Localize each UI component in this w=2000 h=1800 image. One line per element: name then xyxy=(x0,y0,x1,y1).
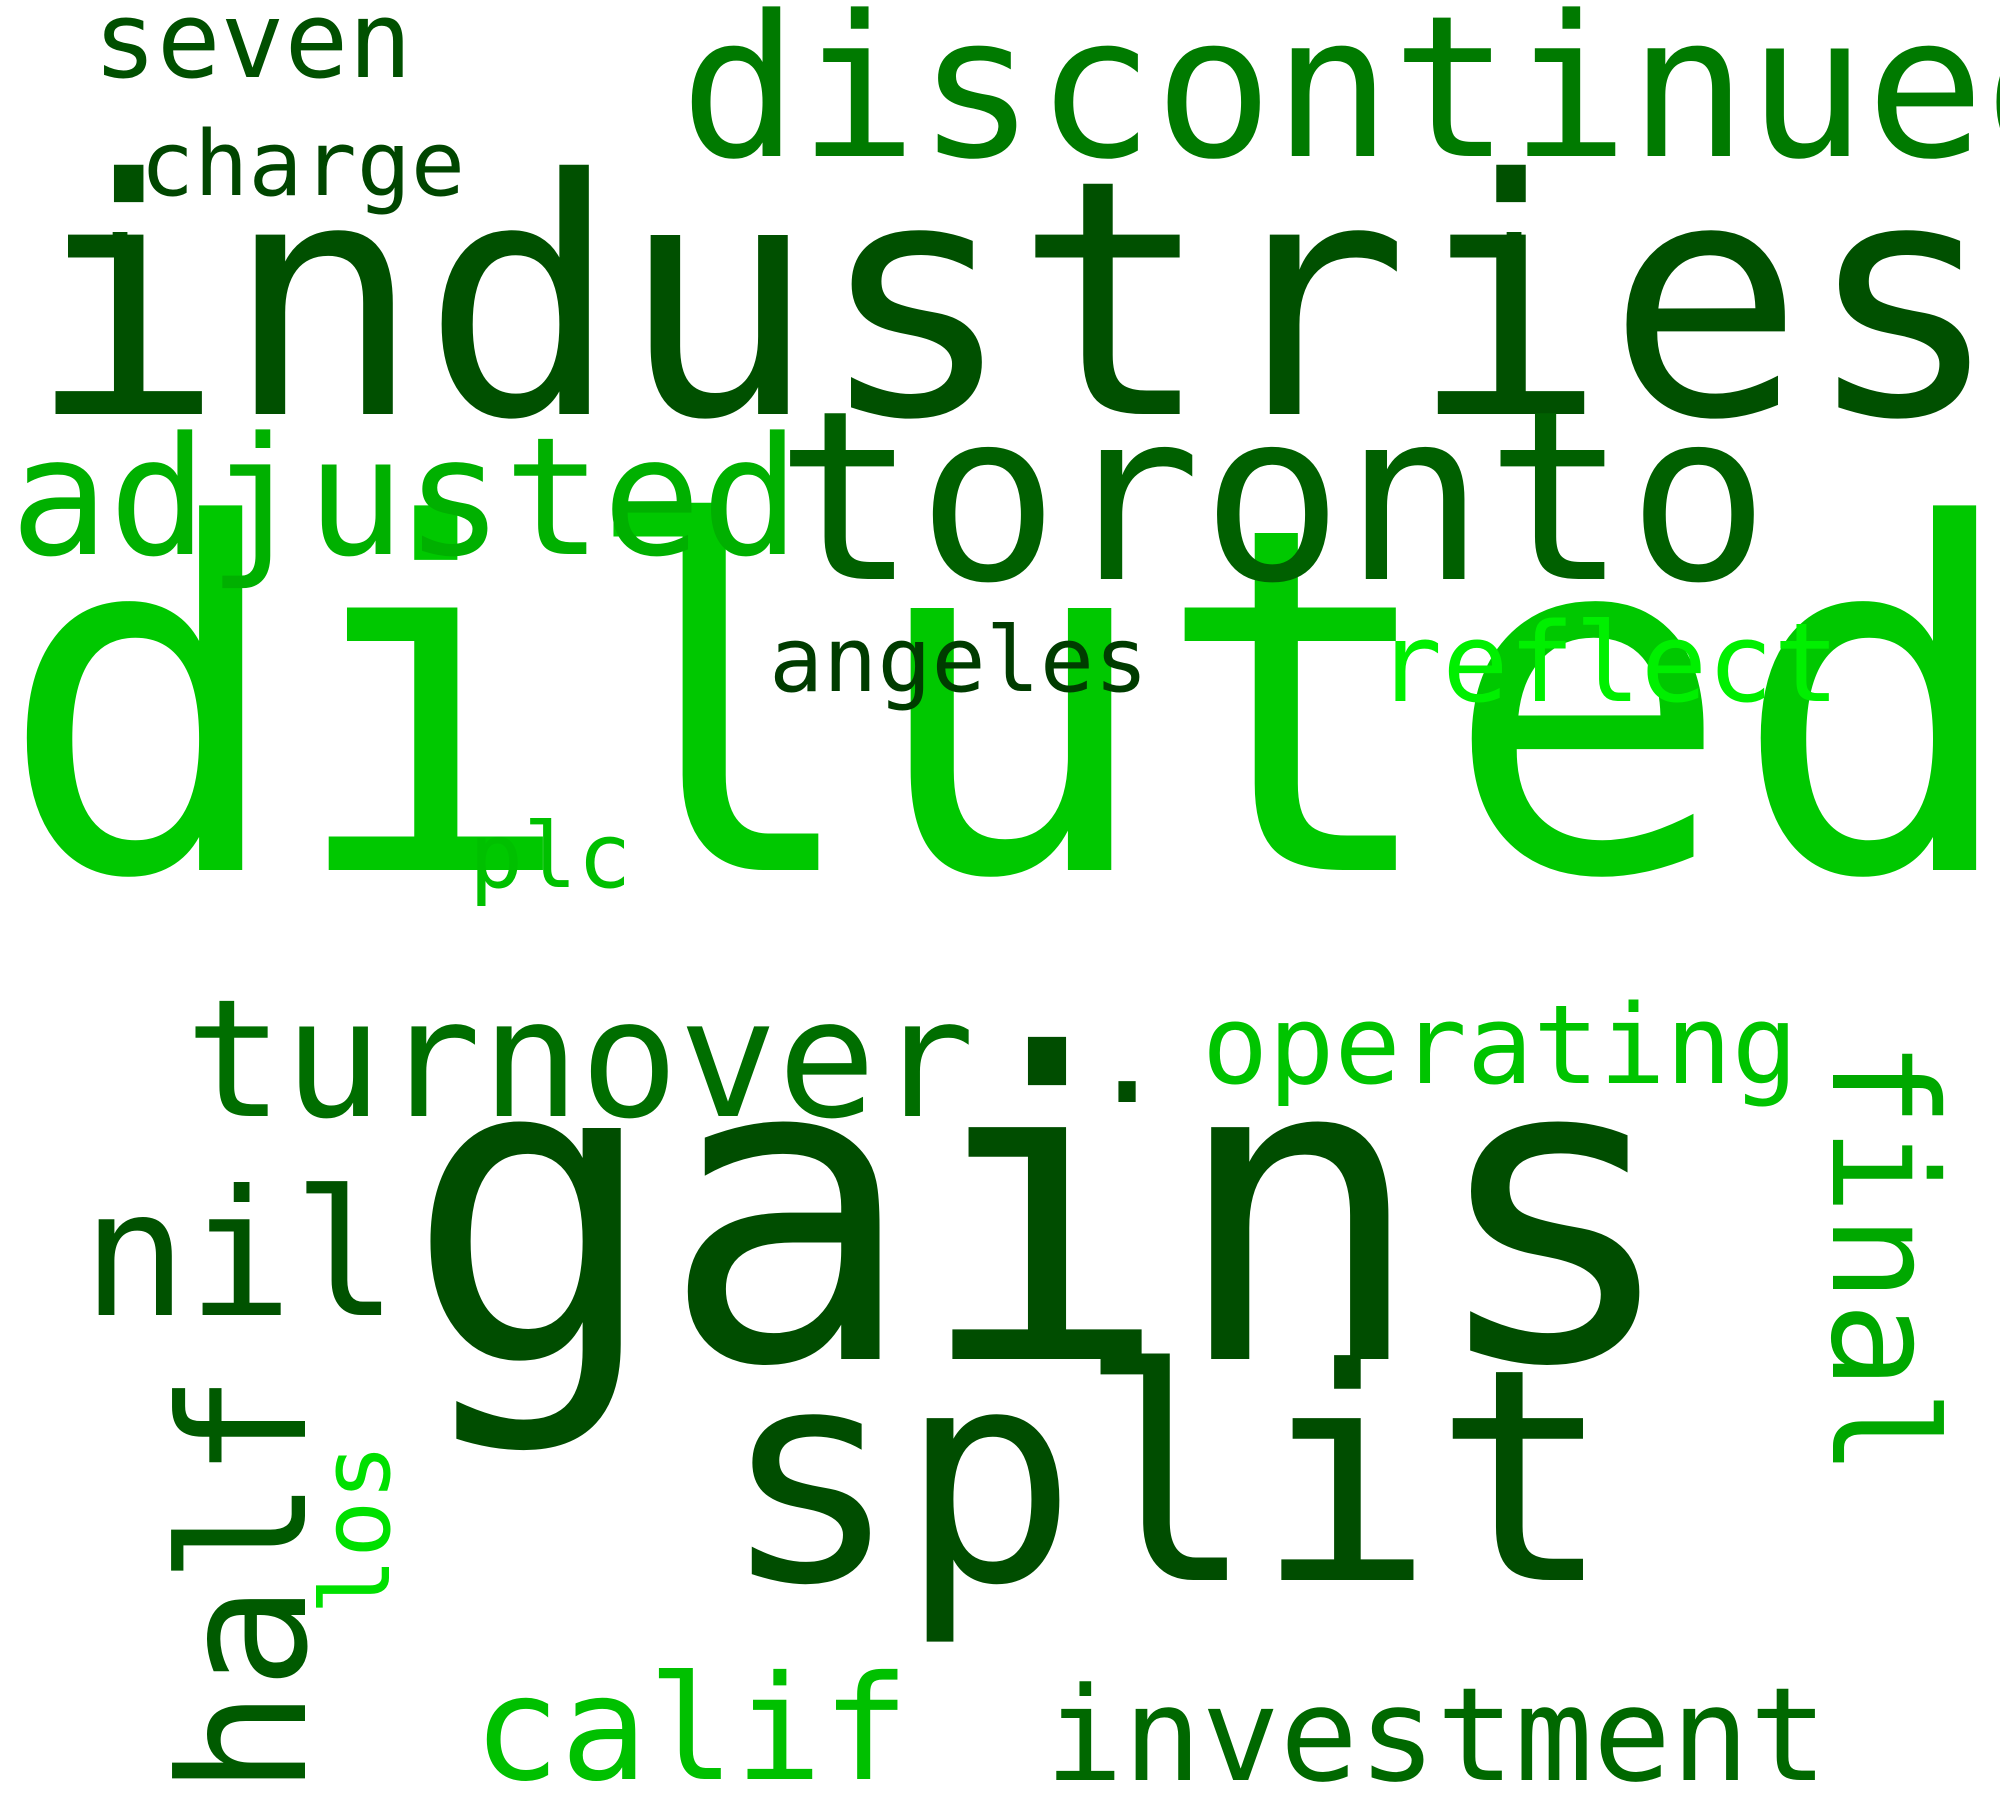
word-los: los xyxy=(302,1443,412,1615)
word-angeles: angeles xyxy=(769,608,1149,713)
word-diluted: diluted xyxy=(0,425,2000,984)
word-discontinued: discontinued xyxy=(680,0,2000,203)
word-dot-1: . xyxy=(84,140,157,279)
word-adjusted: adjusted xyxy=(10,402,800,593)
word-toronto: toronto xyxy=(775,360,1770,635)
word-gains: gains xyxy=(405,965,1682,1459)
word-charge: charge xyxy=(140,112,466,217)
word-calif: calif xyxy=(473,1645,910,1800)
word-dot-2: . xyxy=(1478,140,1551,279)
word-operating: operating xyxy=(1202,981,1799,1109)
word-nil: nil xyxy=(82,1154,399,1357)
word-split: split xyxy=(721,1305,1613,1650)
word-final: final xyxy=(1798,1040,1967,1477)
word-turnover: turnover xyxy=(185,964,975,1155)
word-industries: industries xyxy=(27,111,2000,492)
word-plc: plc xyxy=(469,804,632,909)
word-reflect: reflect xyxy=(1376,599,1840,727)
word-investment: investment xyxy=(1045,1659,1828,1800)
word-seven: seven xyxy=(93,0,413,102)
word-dot-3: . xyxy=(1085,973,1170,1136)
